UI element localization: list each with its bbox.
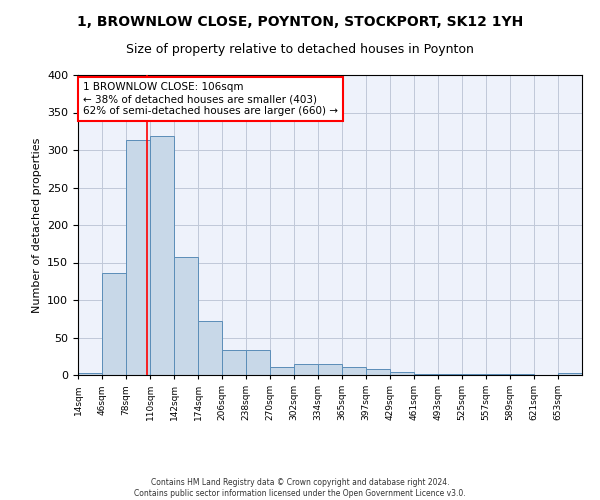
Bar	[150, 136, 174, 375]
Bar	[462, 374, 486, 375]
Bar	[270, 367, 294, 375]
Text: Contains HM Land Registry data © Crown copyright and database right 2024.
Contai: Contains HM Land Registry data © Crown c…	[134, 478, 466, 498]
Text: 1, BROWNLOW CLOSE, POYNTON, STOCKPORT, SK12 1YH: 1, BROWNLOW CLOSE, POYNTON, STOCKPORT, S…	[77, 15, 523, 29]
Bar	[246, 350, 270, 375]
Text: Size of property relative to detached houses in Poynton: Size of property relative to detached ho…	[126, 42, 474, 56]
Y-axis label: Number of detached properties: Number of detached properties	[32, 138, 41, 312]
Bar	[438, 374, 462, 375]
Bar	[198, 321, 222, 375]
Bar	[222, 350, 246, 375]
Bar	[318, 364, 342, 375]
Bar	[342, 367, 366, 375]
Bar	[294, 364, 318, 375]
Bar	[78, 373, 102, 375]
Bar	[126, 140, 150, 375]
Bar	[390, 372, 414, 375]
Bar	[366, 369, 390, 375]
Bar	[558, 373, 582, 375]
Bar	[174, 257, 198, 375]
Text: 1 BROWNLOW CLOSE: 106sqm
← 38% of detached houses are smaller (403)
62% of semi-: 1 BROWNLOW CLOSE: 106sqm ← 38% of detach…	[83, 82, 338, 116]
Bar	[102, 273, 126, 375]
Bar	[510, 374, 534, 375]
Bar	[414, 374, 438, 375]
Bar	[486, 374, 510, 375]
